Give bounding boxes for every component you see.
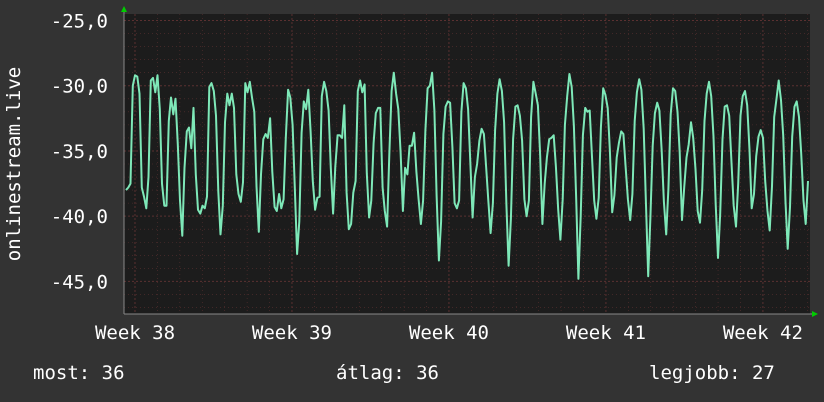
x-tick-label: Week 42 [723,322,803,344]
y-tick-label: -35,0 [51,141,108,163]
x-tick-label: Week 38 [95,322,175,344]
axes [121,6,818,317]
plot-area [124,14,810,314]
grid [124,14,810,314]
y-axis-arrow [121,6,127,12]
y-tick-label: -30,0 [51,76,108,98]
legend-average: átlag: 36 [336,362,439,384]
y-tick-label: -40,0 [51,206,108,228]
x-tick-label: Week 39 [252,322,332,344]
y-axis-ticks: -25,0 -30,0 -35,0 -40,0 -45,0 [51,11,108,294]
y-axis-label: onlinestream.live [3,67,25,261]
x-axis-ticks: Week 38 Week 39 Week 40 Week 41 Week 42 [95,322,803,344]
legend-current: most: 36 [33,362,125,384]
legend-best: legjobb: 27 [649,362,775,384]
series-line [125,71,809,280]
x-tick-label: Week 41 [566,322,646,344]
y-tick-label: -45,0 [51,271,108,293]
x-axis-arrow [812,311,818,317]
y-tick-label: -25,0 [51,11,108,33]
x-tick-label: Week 40 [409,322,489,344]
